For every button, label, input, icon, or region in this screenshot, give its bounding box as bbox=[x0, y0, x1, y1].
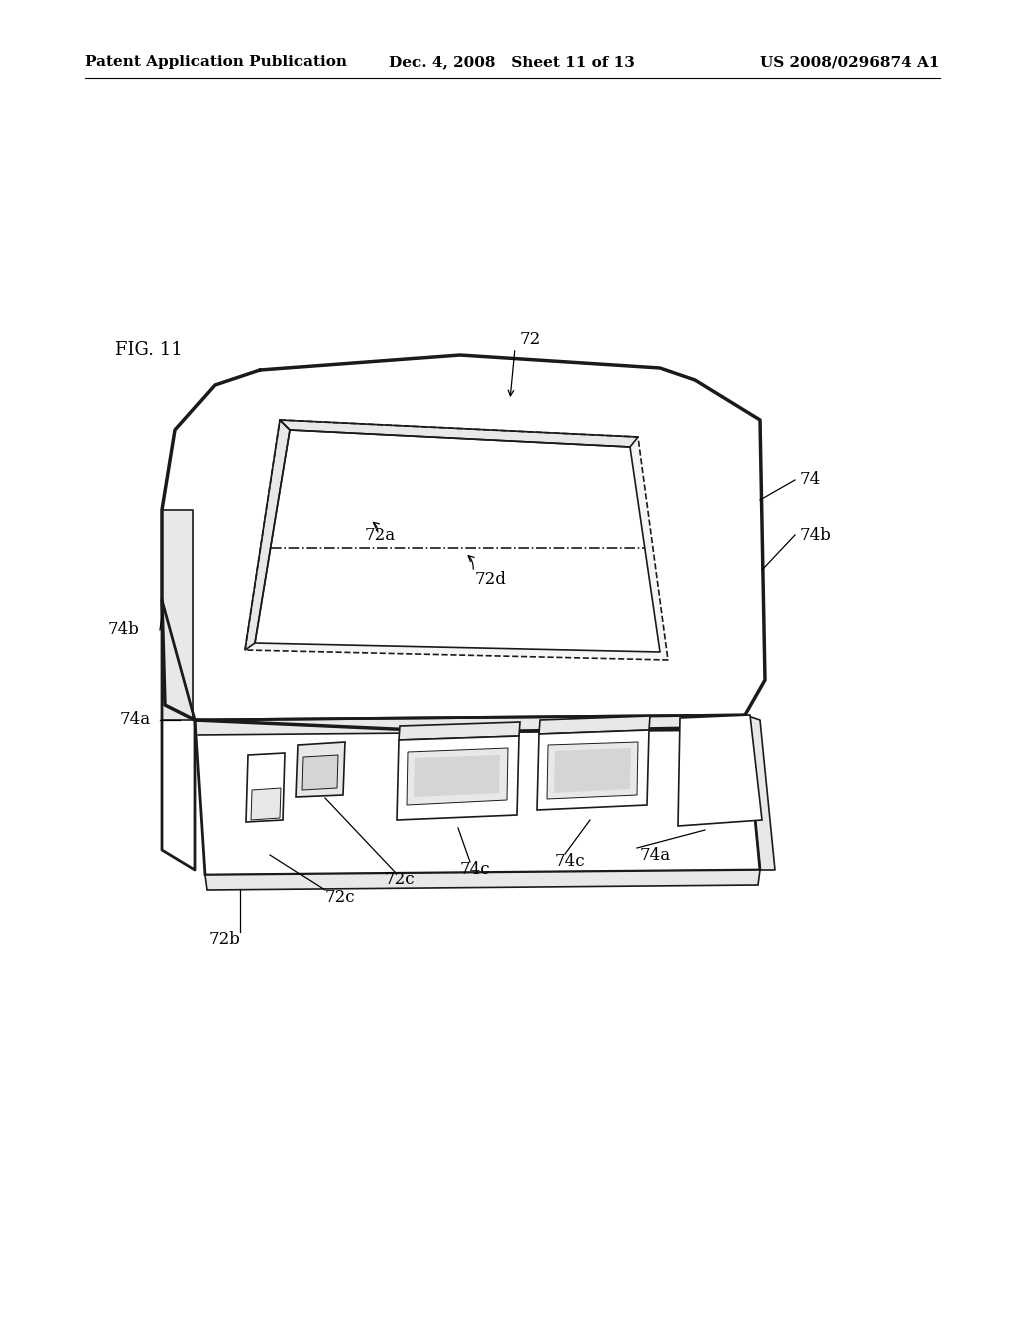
Text: 74a: 74a bbox=[640, 846, 671, 863]
Polygon shape bbox=[280, 420, 638, 447]
Text: US 2008/0296874 A1: US 2008/0296874 A1 bbox=[761, 55, 940, 69]
Text: 72c: 72c bbox=[385, 871, 416, 888]
Polygon shape bbox=[162, 510, 193, 719]
Polygon shape bbox=[205, 870, 760, 890]
Polygon shape bbox=[537, 730, 649, 810]
Polygon shape bbox=[195, 715, 745, 735]
Polygon shape bbox=[397, 737, 519, 820]
Text: 72c: 72c bbox=[325, 890, 355, 907]
Polygon shape bbox=[245, 420, 290, 649]
Text: 72a: 72a bbox=[365, 527, 396, 544]
Polygon shape bbox=[407, 748, 508, 805]
Polygon shape bbox=[162, 601, 195, 870]
Polygon shape bbox=[745, 715, 775, 870]
Text: 74b: 74b bbox=[800, 527, 831, 544]
Text: Patent Application Publication: Patent Application Publication bbox=[85, 55, 347, 69]
Text: 74a: 74a bbox=[120, 711, 152, 729]
Polygon shape bbox=[554, 748, 631, 793]
Polygon shape bbox=[245, 420, 668, 660]
Polygon shape bbox=[162, 355, 765, 733]
Polygon shape bbox=[296, 742, 345, 797]
Polygon shape bbox=[399, 722, 520, 741]
Polygon shape bbox=[246, 752, 285, 822]
Text: 72d: 72d bbox=[475, 572, 507, 589]
Text: 72: 72 bbox=[519, 331, 541, 348]
Text: Dec. 4, 2008   Sheet 11 of 13: Dec. 4, 2008 Sheet 11 of 13 bbox=[389, 55, 635, 69]
Polygon shape bbox=[539, 715, 650, 734]
Polygon shape bbox=[251, 788, 281, 820]
Polygon shape bbox=[678, 715, 762, 826]
Text: 74c: 74c bbox=[555, 854, 586, 870]
Polygon shape bbox=[302, 755, 338, 789]
Text: 74c: 74c bbox=[460, 862, 490, 879]
Polygon shape bbox=[195, 715, 760, 875]
Text: 72b: 72b bbox=[209, 932, 241, 949]
Polygon shape bbox=[414, 755, 500, 797]
Polygon shape bbox=[547, 742, 638, 799]
Text: 74: 74 bbox=[800, 471, 821, 488]
Polygon shape bbox=[255, 430, 660, 652]
Text: 74b: 74b bbox=[108, 622, 140, 639]
Text: FIG. 11: FIG. 11 bbox=[115, 341, 182, 359]
